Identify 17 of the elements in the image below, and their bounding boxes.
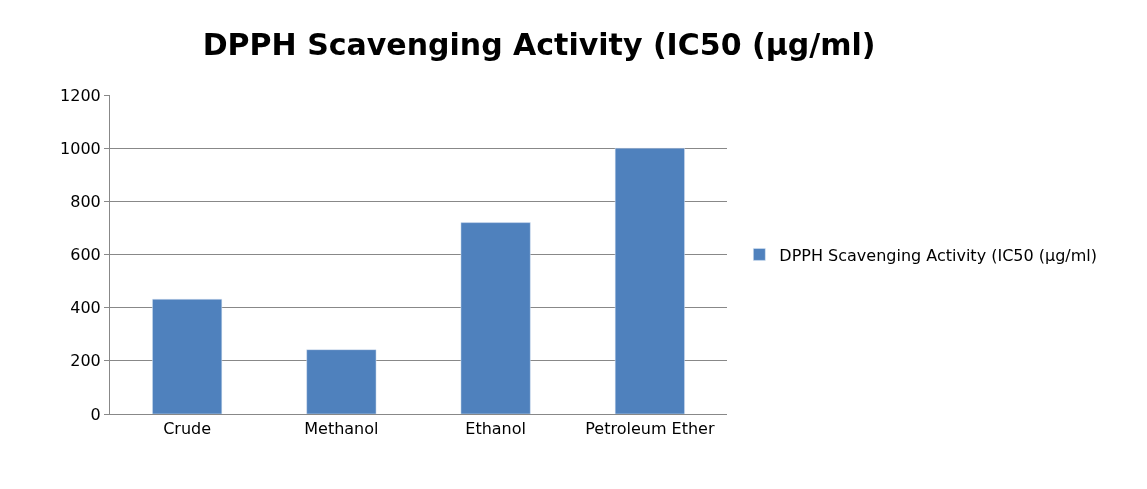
bar: [306, 349, 377, 414]
bar: [152, 298, 223, 414]
y-tick-label: 400: [70, 298, 101, 318]
y-tick-label: 800: [70, 191, 101, 211]
legend-label: DPPH Scavenging Activity (IC50 (µg/ml): [779, 245, 1098, 265]
y-tick-label: 600: [70, 245, 101, 265]
x-tick-label: Methanol: [304, 419, 379, 439]
bar: [614, 147, 685, 414]
y-tick-label: 200: [70, 351, 101, 371]
x-tick-label: Petroleum Ether: [585, 419, 715, 439]
chart-title: DPPH Scavenging Activity (IC50 (µg/ml): [202, 27, 876, 63]
x-tick-label: Crude: [163, 419, 212, 439]
y-tick-label: 0: [90, 404, 101, 424]
y-tick-label: 1200: [60, 85, 101, 105]
bar: [460, 222, 531, 414]
y-tick-label: 1000: [60, 138, 101, 158]
x-tick-label: Ethanol: [465, 419, 526, 439]
